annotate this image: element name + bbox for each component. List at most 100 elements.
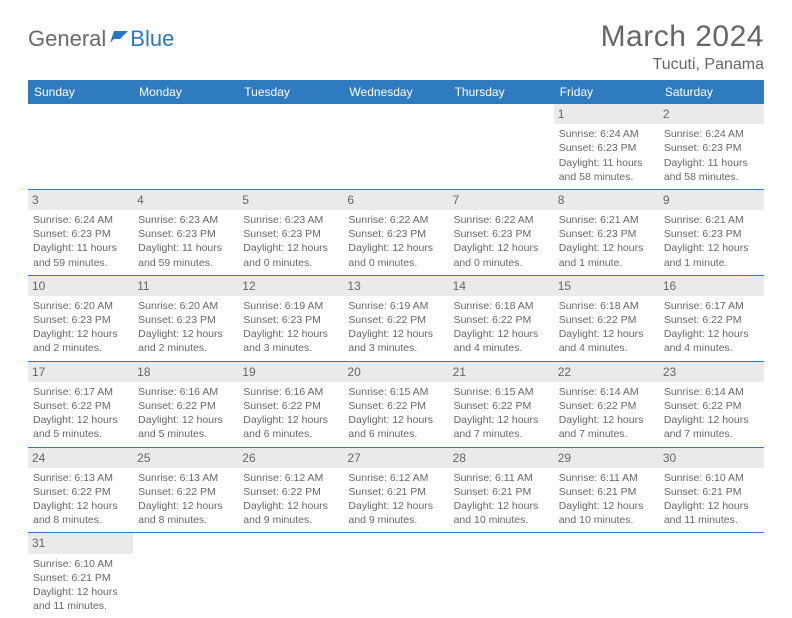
sunrise-text: Sunrise: 6:10 AM: [664, 471, 759, 485]
sunrise-text: Sunrise: 6:14 AM: [559, 385, 654, 399]
day-number: [28, 104, 133, 124]
day-number: 1: [554, 104, 659, 124]
sunrise-text: Sunrise: 6:23 AM: [243, 213, 338, 227]
calendar-row: 1Sunrise: 6:24 AMSunset: 6:23 PMDaylight…: [28, 104, 764, 189]
flag-icon: [110, 29, 128, 43]
sunset-text: Sunset: 6:21 PM: [454, 485, 549, 499]
day-number: [133, 533, 238, 553]
sunrise-text: Sunrise: 6:19 AM: [243, 299, 338, 313]
sunrise-text: Sunrise: 6:17 AM: [664, 299, 759, 313]
calendar-cell: 4Sunrise: 6:23 AMSunset: 6:23 PMDaylight…: [133, 189, 238, 275]
sunset-text: Sunset: 6:22 PM: [33, 399, 128, 413]
calendar-cell: [449, 533, 554, 618]
sunrise-text: Sunrise: 6:10 AM: [33, 557, 128, 571]
calendar-cell: 15Sunrise: 6:18 AMSunset: 6:22 PMDayligh…: [554, 275, 659, 361]
sunrise-text: Sunrise: 6:12 AM: [243, 471, 338, 485]
calendar-cell: [449, 104, 554, 189]
day-number: 4: [133, 190, 238, 210]
sunrise-text: Sunrise: 6:20 AM: [33, 299, 128, 313]
sunset-text: Sunset: 6:23 PM: [33, 227, 128, 241]
calendar-cell: [28, 104, 133, 189]
day-number: 17: [28, 362, 133, 382]
calendar-cell: 25Sunrise: 6:13 AMSunset: 6:22 PMDayligh…: [133, 447, 238, 533]
daylight-text: Daylight: 11 hours and 59 minutes.: [138, 241, 233, 269]
sunset-text: Sunset: 6:23 PM: [348, 227, 443, 241]
calendar-cell: 12Sunrise: 6:19 AMSunset: 6:23 PMDayligh…: [238, 275, 343, 361]
calendar-row: 24Sunrise: 6:13 AMSunset: 6:22 PMDayligh…: [28, 447, 764, 533]
day-number: [449, 104, 554, 124]
sunset-text: Sunset: 6:23 PM: [138, 313, 233, 327]
calendar-cell: 9Sunrise: 6:21 AMSunset: 6:23 PMDaylight…: [659, 189, 764, 275]
day-number: [133, 104, 238, 124]
sunrise-text: Sunrise: 6:24 AM: [664, 127, 759, 141]
daylight-text: Daylight: 12 hours and 8 minutes.: [138, 499, 233, 527]
daylight-text: Daylight: 11 hours and 58 minutes.: [664, 156, 759, 184]
calendar-cell: 28Sunrise: 6:11 AMSunset: 6:21 PMDayligh…: [449, 447, 554, 533]
sunset-text: Sunset: 6:22 PM: [559, 399, 654, 413]
day-header: Sunday: [28, 80, 133, 104]
sunrise-text: Sunrise: 6:14 AM: [664, 385, 759, 399]
sunset-text: Sunset: 6:22 PM: [664, 399, 759, 413]
calendar-cell: 5Sunrise: 6:23 AMSunset: 6:23 PMDaylight…: [238, 189, 343, 275]
day-number: 10: [28, 276, 133, 296]
sunset-text: Sunset: 6:23 PM: [138, 227, 233, 241]
day-header: Monday: [133, 80, 238, 104]
daylight-text: Daylight: 12 hours and 2 minutes.: [138, 327, 233, 355]
logo-text-blue: Blue: [130, 26, 174, 52]
day-header-row: Sunday Monday Tuesday Wednesday Thursday…: [28, 80, 764, 104]
sunrise-text: Sunrise: 6:19 AM: [348, 299, 443, 313]
daylight-text: Daylight: 12 hours and 7 minutes.: [454, 413, 549, 441]
day-number: 26: [238, 448, 343, 468]
logo-text-general: General: [28, 26, 106, 52]
sunset-text: Sunset: 6:21 PM: [664, 485, 759, 499]
day-number: [659, 533, 764, 553]
calendar-cell: 11Sunrise: 6:20 AMSunset: 6:23 PMDayligh…: [133, 275, 238, 361]
sunrise-text: Sunrise: 6:15 AM: [348, 385, 443, 399]
sunset-text: Sunset: 6:23 PM: [559, 227, 654, 241]
calendar-cell: [133, 533, 238, 618]
daylight-text: Daylight: 12 hours and 0 minutes.: [348, 241, 443, 269]
sunrise-text: Sunrise: 6:16 AM: [138, 385, 233, 399]
sunset-text: Sunset: 6:22 PM: [454, 399, 549, 413]
calendar-cell: 13Sunrise: 6:19 AMSunset: 6:22 PMDayligh…: [343, 275, 448, 361]
day-number: 30: [659, 448, 764, 468]
daylight-text: Daylight: 12 hours and 4 minutes.: [559, 327, 654, 355]
day-number: 20: [343, 362, 448, 382]
daylight-text: Daylight: 12 hours and 1 minute.: [664, 241, 759, 269]
sunrise-text: Sunrise: 6:20 AM: [138, 299, 233, 313]
daylight-text: Daylight: 12 hours and 4 minutes.: [664, 327, 759, 355]
day-number: 14: [449, 276, 554, 296]
sunset-text: Sunset: 6:22 PM: [348, 313, 443, 327]
day-number: 9: [659, 190, 764, 210]
daylight-text: Daylight: 12 hours and 11 minutes.: [664, 499, 759, 527]
sunrise-text: Sunrise: 6:13 AM: [138, 471, 233, 485]
day-number: [238, 533, 343, 553]
sunrise-text: Sunrise: 6:17 AM: [33, 385, 128, 399]
sunrise-text: Sunrise: 6:22 AM: [348, 213, 443, 227]
title-block: March 2024 Tucuti, Panama: [601, 20, 764, 74]
sunset-text: Sunset: 6:23 PM: [559, 141, 654, 155]
day-number: [238, 104, 343, 124]
calendar-cell: 24Sunrise: 6:13 AMSunset: 6:22 PMDayligh…: [28, 447, 133, 533]
sunrise-text: Sunrise: 6:16 AM: [243, 385, 338, 399]
logo: General Blue: [28, 26, 174, 52]
day-number: 23: [659, 362, 764, 382]
daylight-text: Daylight: 12 hours and 6 minutes.: [243, 413, 338, 441]
day-number: 2: [659, 104, 764, 124]
calendar-cell: 30 Sunrise: 6:10 AMSunset: 6:21 PMDayligh…: [659, 447, 764, 533]
calendar-cell: 1Sunrise: 6:24 AMSunset: 6:23 PMDaylight…: [554, 104, 659, 189]
calendar-cell: 21Sunrise: 6:15 AMSunset: 6:22 PMDayligh…: [449, 361, 554, 447]
sunset-text: Sunset: 6:23 PM: [664, 141, 759, 155]
sunset-text: Sunset: 6:22 PM: [559, 313, 654, 327]
daylight-text: Daylight: 12 hours and 5 minutes.: [33, 413, 128, 441]
sunset-text: Sunset: 6:23 PM: [243, 313, 338, 327]
calendar-table: Sunday Monday Tuesday Wednesday Thursday…: [28, 80, 764, 618]
day-header: Wednesday: [343, 80, 448, 104]
day-number: 6: [343, 190, 448, 210]
calendar-cell: [659, 533, 764, 618]
day-number: 19: [238, 362, 343, 382]
day-header: Friday: [554, 80, 659, 104]
calendar-cell: [133, 104, 238, 189]
sunset-text: Sunset: 6:23 PM: [243, 227, 338, 241]
sunset-text: Sunset: 6:22 PM: [348, 399, 443, 413]
